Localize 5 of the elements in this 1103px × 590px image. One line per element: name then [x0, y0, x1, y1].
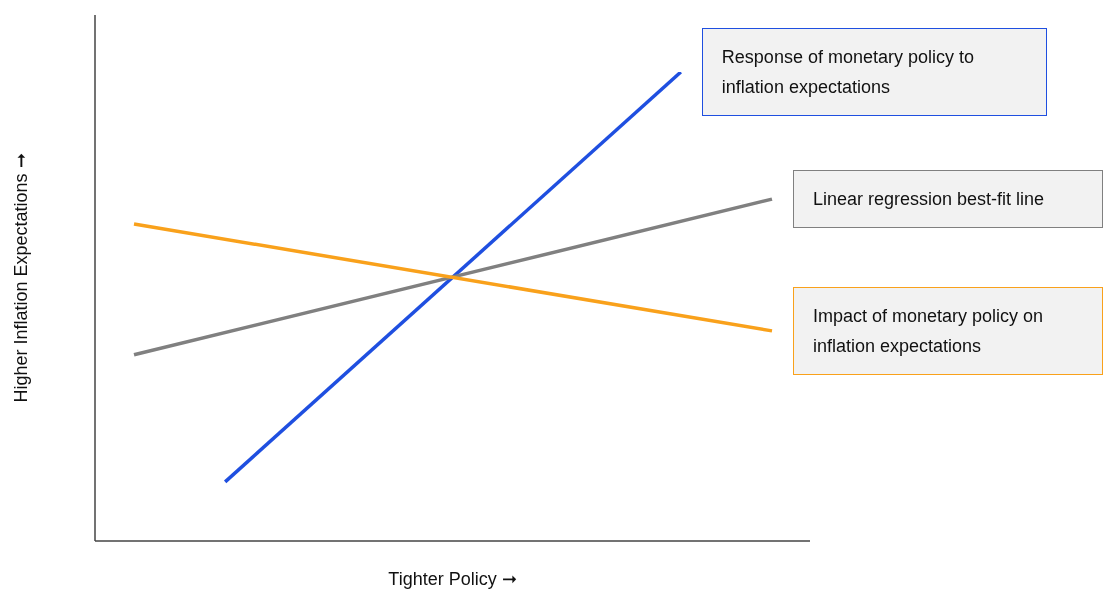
callout-box: Linear regression best-fit line	[793, 170, 1103, 229]
callout-box: Impact of monetary policy on inflation expectations	[793, 286, 1103, 375]
callout-box: Response of monetary policy to inflation expectations	[701, 28, 1047, 116]
x-axis-title: Tighter Policy ➞	[388, 568, 517, 590]
y-axis-title: Higher Inflation Expectations ➞	[10, 153, 32, 403]
